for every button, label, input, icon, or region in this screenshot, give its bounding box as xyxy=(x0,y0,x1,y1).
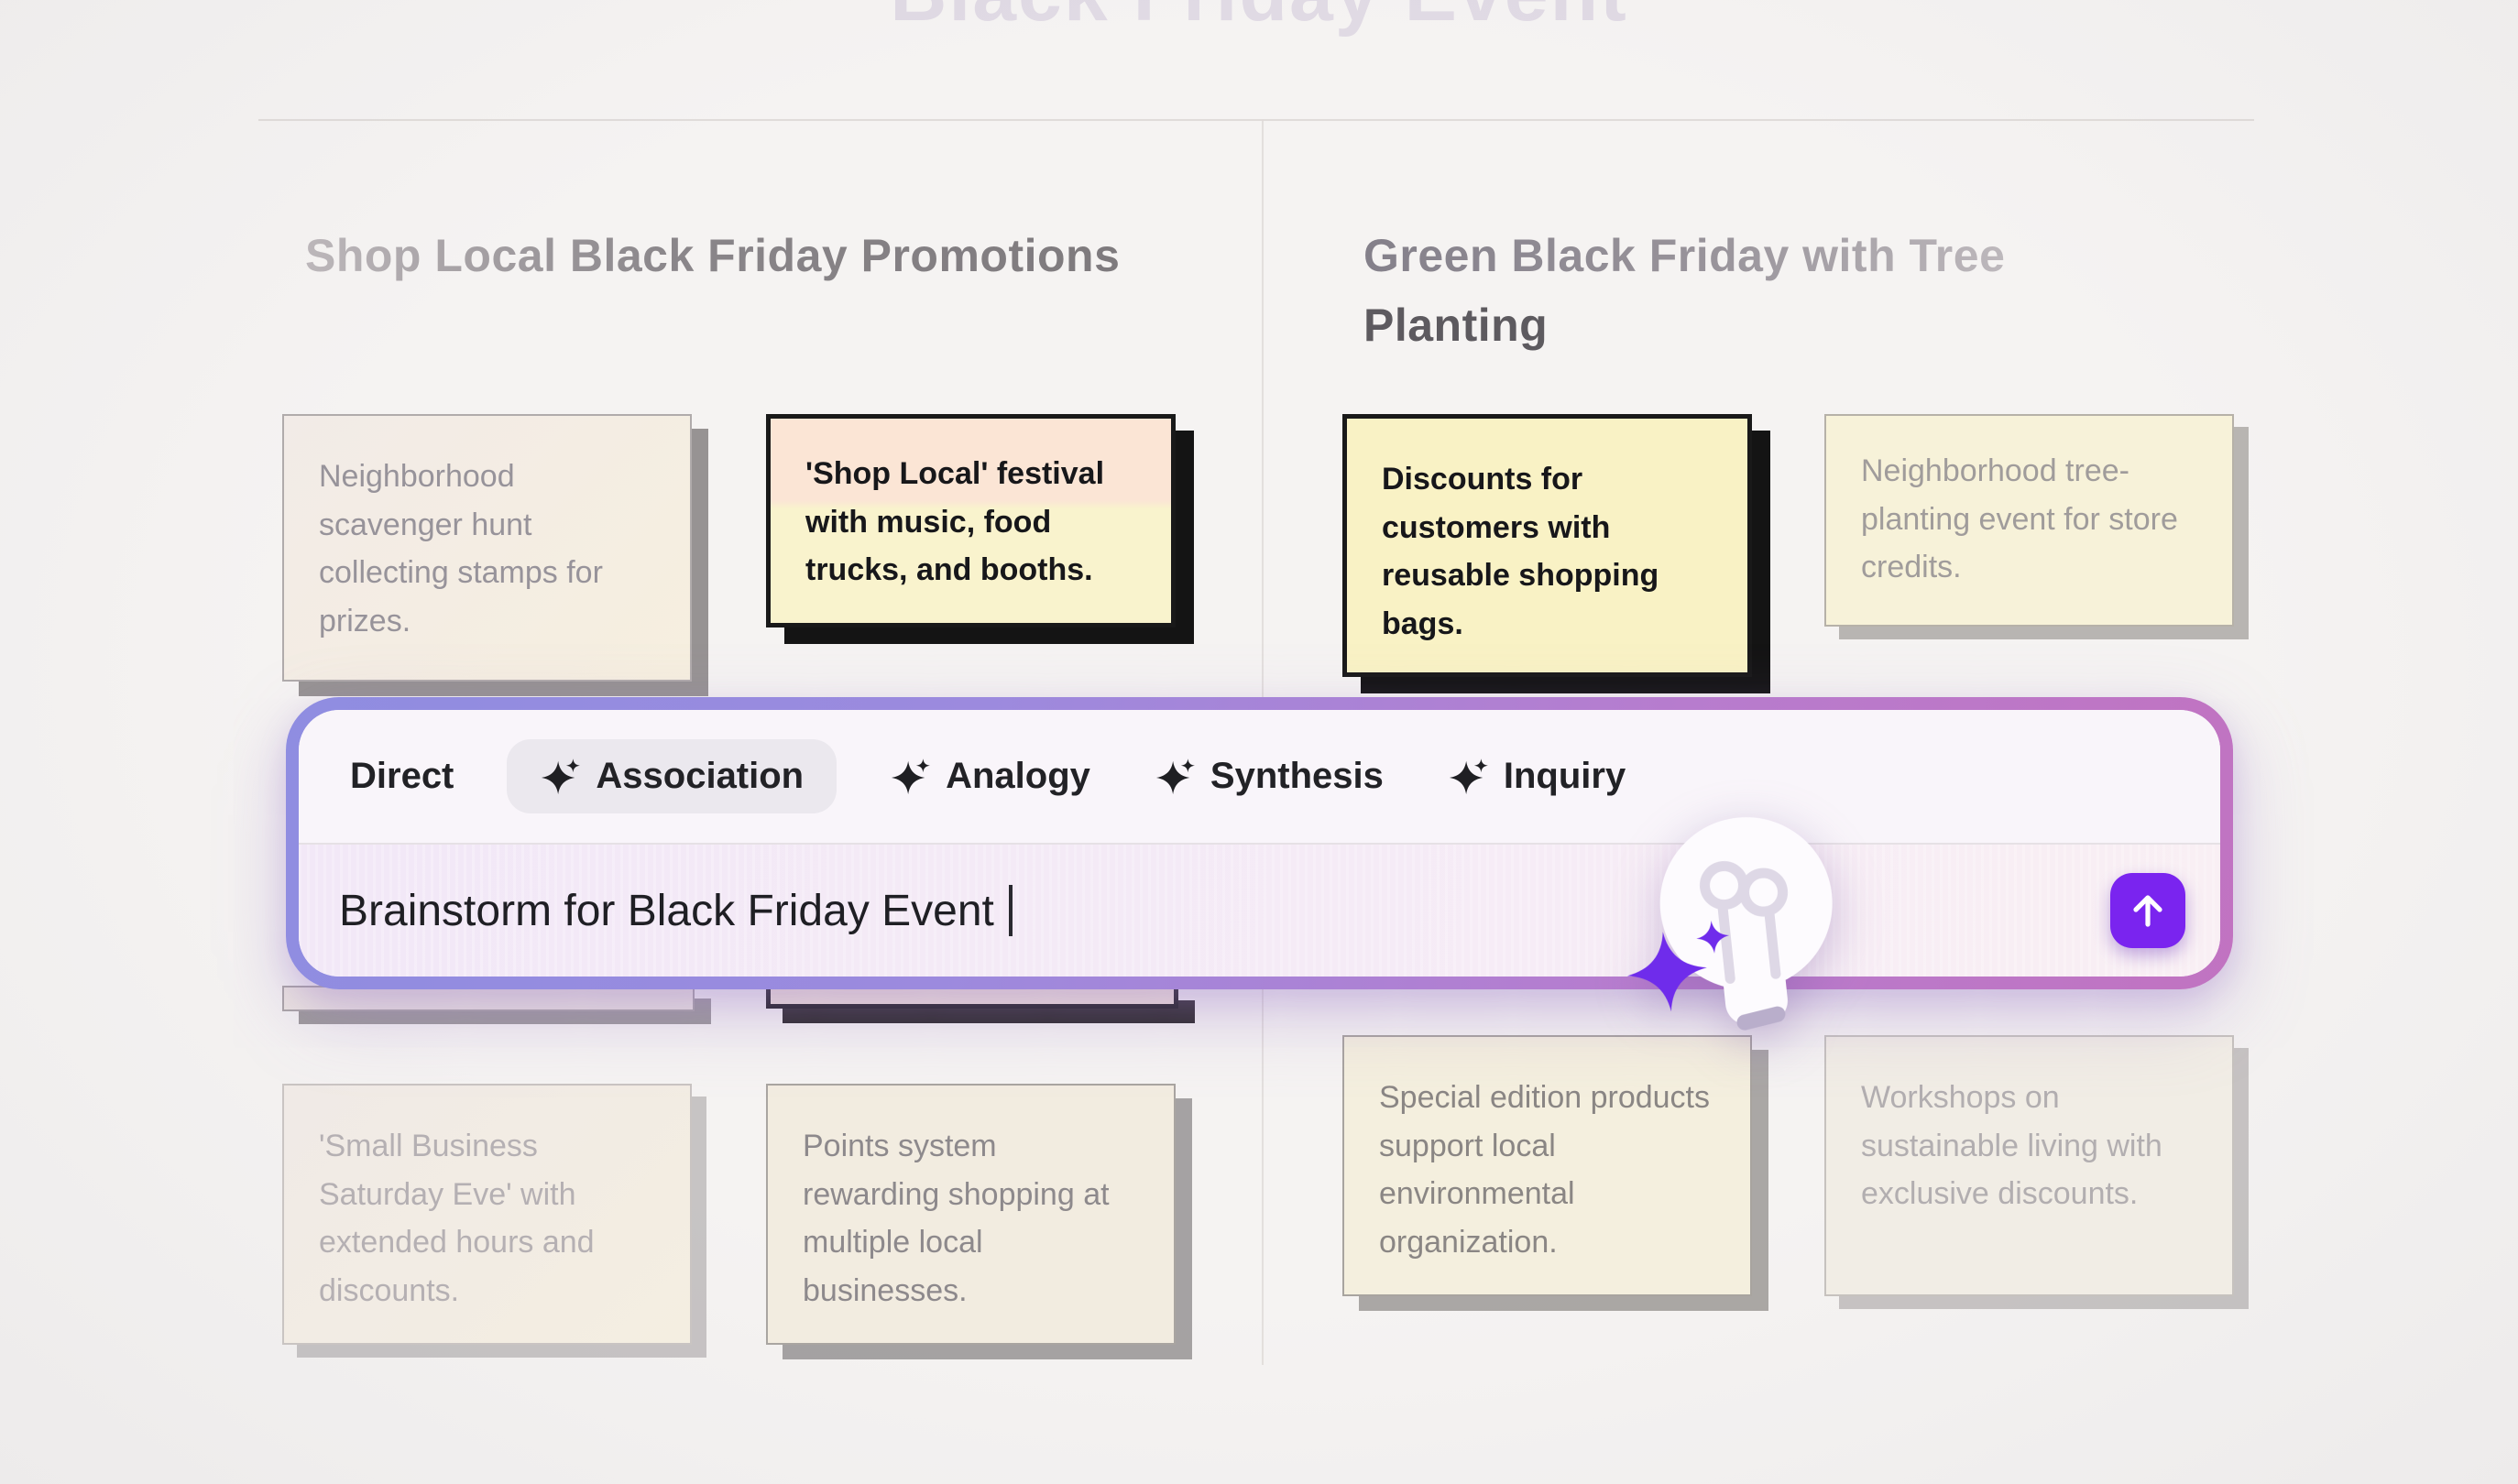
sticky-note-partial[interactable] xyxy=(282,986,695,1011)
tab-direct[interactable]: Direct xyxy=(339,739,465,813)
sparkle-icon xyxy=(1449,758,1488,794)
column-title-right-line2: Planting xyxy=(1363,300,1549,351)
tab-synthesis[interactable]: Synthesis xyxy=(1144,739,1395,813)
sticky-note[interactable]: 'Shop Local' festival with music, food t… xyxy=(766,414,1176,627)
text-caret xyxy=(1008,885,1013,936)
tab-label: Direct xyxy=(350,756,454,796)
column-title-left: Shop Local Black Friday Promotions xyxy=(305,230,1121,281)
sticky-note[interactable]: Points system rewarding shopping at mult… xyxy=(766,1084,1176,1345)
prompt-input[interactable]: Brainstorm for Black Friday Event xyxy=(299,845,2220,977)
sticky-note[interactable]: Workshops on sustainable living with exc… xyxy=(1824,1035,2234,1296)
tab-label: Analogy xyxy=(946,756,1090,796)
sticky-note[interactable]: Discounts for customers with reusable sh… xyxy=(1342,414,1752,677)
lightbulb-sparkle-icon xyxy=(1626,817,1833,1031)
board-title-ghost: Black Friday Event xyxy=(890,0,1628,39)
sparkle-icon xyxy=(1155,758,1195,794)
ai-prompt-panel: Direct Association Analogy xyxy=(286,697,2233,989)
sparkle-icon xyxy=(542,758,581,794)
mode-tab-bar: Direct Association Analogy xyxy=(299,710,2220,845)
tab-label: Association xyxy=(596,756,805,796)
tab-association[interactable]: Association xyxy=(507,739,838,813)
tab-inquiry[interactable]: Inquiry xyxy=(1437,739,1637,813)
sticky-note[interactable]: Special edition products support local e… xyxy=(1342,1035,1752,1296)
sparkle-icon xyxy=(892,758,930,794)
tab-label: Synthesis xyxy=(1210,756,1384,796)
sticky-note[interactable]: Neighborhood scavenger hunt collecting s… xyxy=(282,414,692,682)
submit-button[interactable] xyxy=(2110,873,2185,948)
tab-label: Inquiry xyxy=(1503,756,1626,796)
arrow-up-icon xyxy=(2133,895,2162,927)
board-top-divider xyxy=(258,119,2254,121)
sticky-note-partial[interactable] xyxy=(766,986,1178,1009)
prompt-input-value: Brainstorm for Black Friday Event xyxy=(339,886,994,935)
sticky-note[interactable]: Neighborhood tree-planting event for sto… xyxy=(1824,414,2234,627)
sticky-note[interactable]: 'Small Business Saturday Eve' with exten… xyxy=(282,1084,692,1345)
column-title-right-line1: Green Black Friday with Tree xyxy=(1363,230,2006,281)
tab-analogy[interactable]: Analogy xyxy=(879,739,1101,813)
